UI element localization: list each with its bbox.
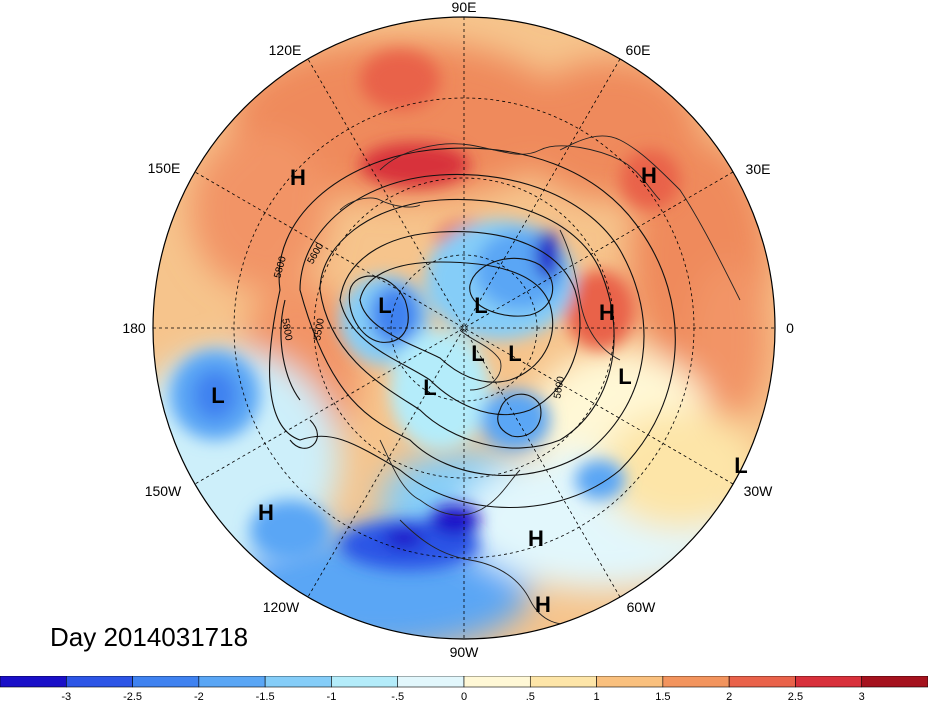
colorbar-tick-label: 0 <box>461 691 467 702</box>
height-contours <box>269 147 676 508</box>
colorbar-tick-label: -2.5 <box>123 691 142 702</box>
colorbar-box <box>463 676 531 688</box>
contour-label: 5500 <box>312 317 327 341</box>
colorbar-box <box>795 676 863 688</box>
longitude-grid <box>153 17 775 639</box>
lon-label-120w: 120W <box>263 599 300 615</box>
colorbar-box <box>0 676 67 688</box>
colorbar-box <box>198 676 266 688</box>
high-pressure-marker: H <box>599 300 615 325</box>
lon-label-0: 0 <box>786 320 794 336</box>
high-pressure-marker: H <box>258 500 274 525</box>
low-pressure-marker: L <box>471 341 484 366</box>
polar-stereographic-map: 90E 60E 30E 0 30W 60W 90W 120W 150W 180 … <box>122 0 794 660</box>
low-pressure-marker: L <box>618 364 631 389</box>
colorbar-tick-labels: -3 -2.5 -2 -1.5 -1 -.5 0 .5 1 1.5 2 2.5 3 <box>61 691 864 702</box>
colorbar-box <box>65 676 133 688</box>
longitude-labels: 90E 60E 30E 0 30W 60W 90W 120W 150W 180 … <box>122 0 794 660</box>
pressure-centers: H H H H H H L L L L L L L L <box>211 163 747 617</box>
low-pressure-marker: L <box>474 293 487 318</box>
colorbar-tick-label: -1.5 <box>256 691 275 702</box>
lon-label-180: 180 <box>122 320 146 336</box>
colorbar-box <box>264 676 332 688</box>
high-pressure-marker: H <box>528 526 544 551</box>
low-pressure-marker: L <box>211 383 224 408</box>
colorbar-tick-label: -.5 <box>391 691 404 702</box>
colorbar-tick-label: -3 <box>61 691 71 702</box>
contour-label: 5800 <box>279 318 294 342</box>
lon-label-150e: 150E <box>148 160 181 176</box>
colorbar-tick-label: 1 <box>594 691 600 702</box>
low-pressure-marker: L <box>508 341 521 366</box>
colorbar-tick-label: 1.5 <box>655 691 670 702</box>
low-pressure-marker: L <box>378 293 391 318</box>
colorbar-tick-label: 3 <box>859 691 865 702</box>
low-pressure-marker: L <box>423 375 436 400</box>
colorbar: -3 -2.5 -2 -1.5 -1 -.5 0 .5 1 1.5 2 2.5 3 <box>0 676 928 702</box>
lon-label-60w: 60W <box>627 599 657 615</box>
high-pressure-marker: H <box>641 163 657 188</box>
lon-label-90e: 90E <box>452 0 477 15</box>
coastlines <box>339 135 741 625</box>
map-boundary <box>152 16 776 640</box>
colorbar-box <box>331 676 399 688</box>
lon-label-60e: 60E <box>626 42 651 58</box>
contour-label: 5600 <box>552 375 567 399</box>
colorbar-tick-label: -1 <box>327 691 337 702</box>
colorbar-box <box>861 676 928 688</box>
date-label: Day 2014031718 <box>50 622 249 652</box>
lon-label-30e: 30E <box>746 161 771 177</box>
colorbar-tick-label: 2.5 <box>788 691 803 702</box>
colorbar-boxes <box>0 676 928 688</box>
colorbar-tick-label: .5 <box>526 691 535 702</box>
colorbar-box <box>596 676 664 688</box>
colorbar-tick-label: -2 <box>194 691 204 702</box>
lon-label-120e: 120E <box>269 42 302 58</box>
low-pressure-marker: L <box>734 453 747 478</box>
lon-label-90w: 90W <box>450 644 480 660</box>
colorbar-tick-label: 2 <box>726 691 732 702</box>
temperature-anomaly-field <box>153 17 775 639</box>
lon-label-30w: 30W <box>744 483 774 499</box>
lon-label-150w: 150W <box>145 483 182 499</box>
colorbar-box <box>397 676 465 688</box>
high-pressure-marker: H <box>535 592 551 617</box>
high-pressure-marker: H <box>290 165 306 190</box>
colorbar-box <box>662 676 730 688</box>
colorbar-box <box>132 676 200 688</box>
colorbar-box <box>728 676 796 688</box>
colorbar-box <box>529 676 597 688</box>
